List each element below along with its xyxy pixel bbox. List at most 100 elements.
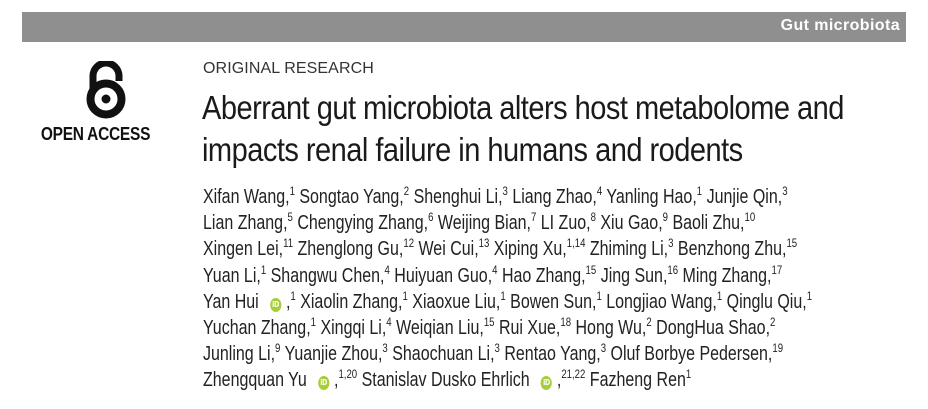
author-name[interactable]: Rui Xue,18	[498, 316, 571, 339]
affiliation-number: 3	[782, 184, 788, 198]
author-name[interactable]: Ming Zhang,17	[682, 264, 783, 287]
author-name[interactable]: Wei Cui,13	[418, 236, 490, 260]
author-name[interactable]: Xingen Lei,11	[203, 237, 293, 260]
author-name[interactable]: Longjiao Wang,1	[606, 290, 722, 313]
author-name-text: Qinglu Qiu,	[726, 290, 807, 313]
author-line: Xifan Wang,1 Songtao Yang,2 Shenghui Li,…	[203, 184, 923, 210]
author-name[interactable]: Xifan Wang,1	[203, 184, 295, 208]
author-line: Junling Li,9 Yuanjie Zhou,3 Shaochuan Li…	[203, 341, 923, 367]
orcid-icon[interactable]: iD	[318, 376, 330, 391]
author-name[interactable]: Qinglu Qiu,1	[726, 290, 812, 313]
author-name[interactable]: Weiqian Liu,15	[396, 316, 494, 339]
affiliation-number: 10	[744, 210, 756, 225]
affiliation-number: 3	[668, 236, 674, 251]
affiliation-number: 1	[289, 184, 295, 198]
author-name[interactable]: Songtao Yang,2	[299, 185, 409, 208]
author-name-text: Zhengquan Yu	[203, 369, 307, 392]
author-name-text: Yuan Li,	[203, 264, 261, 287]
author-name[interactable]: Benzhong Zhu,15	[678, 236, 798, 260]
affiliation-number: 1	[402, 288, 408, 303]
author-name-text: Chengying Zhang,	[297, 212, 429, 235]
author-name[interactable]: Hong Wu,2	[575, 314, 652, 339]
article-title-line: impacts renal failure in humans and rode…	[202, 131, 743, 168]
affiliation-number: 1	[685, 367, 692, 382]
affiliation-number: 1	[260, 262, 267, 277]
author-line: Yan Hui iD ,1 Xiaolin Zhang,1 Xiaoxue Liu,…	[203, 289, 923, 315]
author-line: Yuan Li,1 Shangwu Chen,4 Huiyuan Guo,4 H…	[203, 263, 923, 289]
author-name-text: Hong Wu,	[575, 316, 647, 339]
author-name[interactable]: Lian Zhang,5	[203, 211, 293, 234]
author-name-text: Xiaoxue Liu,	[412, 290, 501, 313]
author-name[interactable]: Bowen Sun,1	[510, 290, 602, 313]
author-name[interactable]: Xiping Xu,1,14	[494, 237, 586, 260]
author-name-text: Ming Zhang,	[682, 264, 772, 287]
article-type: ORIGINAL RESEARCH	[203, 60, 374, 77]
author-name[interactable]: Xingqi Li,4	[320, 316, 391, 339]
author-name[interactable]: Zhenglong Gu,12	[297, 236, 415, 260]
author-name[interactable]: Liang Zhao,4	[512, 184, 603, 208]
author-name-text: Huiyuan Guo,	[394, 264, 493, 287]
author-name-text: Longjiao Wang,	[606, 290, 717, 313]
affiliation-number: 3	[382, 341, 388, 356]
author-name-text: Fazheng Ren	[589, 369, 686, 392]
author-name-text: Zhiming Li,	[589, 238, 669, 261]
author-name[interactable]: Yuanjie Zhou,3	[284, 341, 388, 366]
author-name[interactable]: Weijing Bian,7	[438, 211, 536, 234]
author-name-text: Xiaolin Zhang,	[300, 290, 403, 313]
orcid-icon[interactable]: iD	[269, 297, 282, 312]
author-name[interactable]: Xiaoxue Liu,1	[412, 290, 505, 313]
author-name[interactable]: Stanislav Dusko Ehrlich iD ,21,22	[362, 368, 586, 392]
author-name-text: Rui Xue,	[498, 316, 561, 339]
author-name[interactable]: Yanling Hao,1	[606, 185, 702, 208]
affiliation-number: 2	[646, 314, 652, 329]
author-name-text: Bowen Sun,	[510, 290, 597, 313]
author-name[interactable]: Yan Hui iD ,1	[203, 288, 296, 313]
author-name-text: Rentao Yang,	[504, 343, 601, 366]
affiliation-number: 4	[384, 262, 390, 277]
affiliation-number: 9	[275, 341, 281, 356]
author-name[interactable]: Yuchan Zhang,1	[203, 314, 316, 339]
author-name[interactable]: Junling Li,9	[203, 341, 281, 366]
author-name[interactable]: Oluf Borbye Pedersen,19	[610, 342, 784, 366]
affiliation-number: 13	[478, 236, 490, 251]
affiliation-number: 16	[667, 262, 679, 277]
author-name[interactable]: DongHua Shao,2	[656, 314, 776, 339]
author-name[interactable]: Fazheng Ren1	[589, 367, 692, 392]
author-name[interactable]: Chengying Zhang,6	[297, 211, 433, 235]
affiliation-number: 1	[290, 288, 296, 303]
author-name[interactable]: Baoli Zhu,10	[672, 210, 756, 234]
author-name[interactable]: Rentao Yang,3	[504, 342, 606, 366]
author-name-text: Yuanjie Zhou,	[284, 343, 383, 366]
author-name[interactable]: Shaochuan Li,3	[392, 341, 500, 365]
author-name[interactable]: Jing Sun,16	[601, 262, 679, 287]
affiliation-number: 4	[596, 184, 603, 198]
author-name[interactable]: Xiaolin Zhang,1	[300, 288, 408, 313]
affiliation-number: 15	[585, 262, 597, 277]
open-access-lock-icon	[80, 59, 132, 119]
author-name-text: Oluf Borbye Pedersen,	[610, 343, 773, 366]
author-name[interactable]: Yuan Li,1	[203, 262, 267, 287]
section-label: Gut microbiota	[780, 17, 900, 34]
author-name[interactable]: Huiyuan Guo,4	[394, 264, 497, 287]
author-name-text: Yuchan Zhang,	[203, 316, 311, 339]
author-line: Zhengquan Yu iD ,1,20 Stanislav Dusko Ehrl…	[203, 367, 923, 393]
author-separator: ,	[334, 369, 339, 392]
affiliation-number: 3	[494, 341, 500, 356]
author-name-text: Junling Li,	[203, 343, 276, 366]
affiliation-number: 2	[770, 314, 776, 329]
author-name[interactable]: Hao Zhang,15	[502, 262, 597, 287]
author-name[interactable]: LI Zuo,8	[541, 211, 596, 234]
author-name[interactable]: Zhengquan Yu iD ,1,20	[203, 367, 358, 392]
author-name[interactable]: Xiu Gao,9	[600, 211, 668, 234]
author-name-text: Xifan Wang,	[203, 186, 290, 208]
author-name[interactable]: Shangwu Chen,4	[271, 262, 390, 287]
author-name[interactable]: Shenghui Li,3	[414, 185, 508, 208]
affiliation-number: 15	[786, 236, 798, 251]
affiliation-number: 1,20	[338, 367, 358, 382]
affiliation-number: 12	[403, 236, 415, 251]
affiliation-number: 1	[310, 314, 316, 329]
author-name[interactable]: Zhiming Li,3	[589, 236, 674, 261]
author-name[interactable]: Junjie Qin,3	[707, 184, 788, 208]
author-separator: ,	[556, 369, 562, 392]
orcid-icon[interactable]: iD	[540, 376, 553, 391]
